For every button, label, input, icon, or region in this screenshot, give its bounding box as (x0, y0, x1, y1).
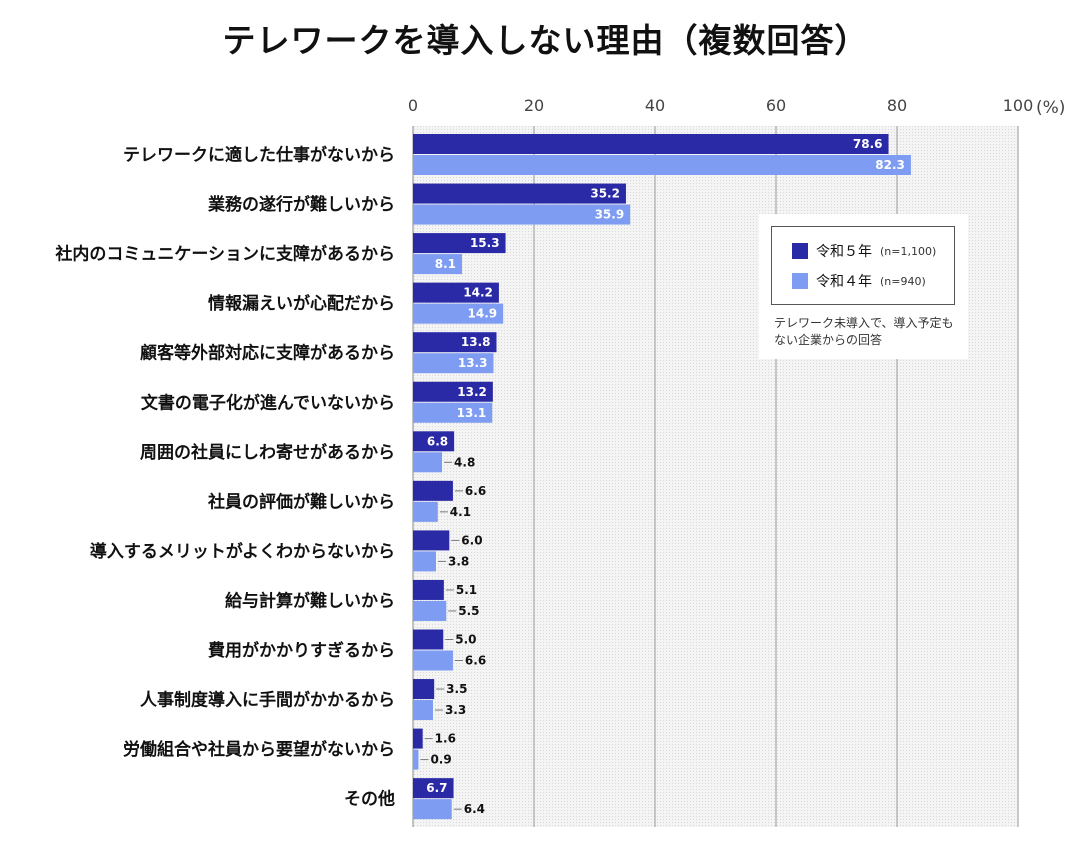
category-label: 情報漏えいが心配だから (208, 293, 395, 314)
x-tick-label: 80 (887, 96, 907, 115)
data-label: 35.9 (595, 208, 625, 222)
data-label: 6.4 (464, 802, 485, 816)
legend-note: テレワーク未導入で、導入予定もない企業からの回答 (774, 316, 954, 347)
chart-title: テレワークを導入しない理由（複数回答） (222, 21, 869, 60)
data-label: 3.5 (446, 682, 467, 696)
data-label: 13.3 (458, 356, 488, 370)
x-axis-unit: (%) (1036, 98, 1065, 118)
x-tick-label: 0 (408, 96, 418, 115)
x-tick-label: 40 (645, 96, 665, 115)
data-label: 3.8 (448, 554, 469, 568)
category-label: 給与計算が難しいから (225, 590, 395, 611)
legend-swatch-series-1 (792, 243, 808, 259)
bar-series-1 (413, 629, 444, 650)
bar-series-1 (413, 480, 453, 501)
data-label: 13.8 (461, 335, 491, 349)
category-label: 周囲の社員にしわ寄せがあるから (140, 442, 395, 463)
bars: 78.6 82.3 35.2 35.9 15.3 8.1 14.2 14.9 13.8 13.3 1… (413, 134, 911, 820)
data-label: 5.1 (456, 583, 477, 597)
x-tick-label: 60 (766, 96, 786, 115)
legend-label-series-2: 令和４年 (816, 274, 872, 290)
bar-series-2 (413, 303, 504, 324)
data-label: 13.2 (457, 385, 487, 399)
data-label: 13.1 (457, 406, 487, 420)
bar-series-1 (413, 134, 889, 154)
category-label: 社員の評価が難しいから (207, 491, 395, 512)
bar-series-2 (413, 799, 452, 820)
bar-series-1 (413, 332, 497, 353)
bar-series-2 (413, 749, 419, 770)
legend-box: 令和５年 (n=1,100) 令和４年 (n=940) (771, 226, 955, 305)
data-label: 4.8 (454, 455, 475, 469)
x-tick-label: 100 (1003, 96, 1034, 115)
bar-series-2 (413, 155, 911, 175)
data-label: 1.6 (435, 732, 456, 746)
data-label: 6.6 (465, 484, 486, 498)
bar-series-2 (413, 501, 438, 522)
data-label: 0.9 (430, 753, 451, 767)
category-label: 文書の電子化が進んでいないから (141, 392, 395, 413)
bar-series-1 (413, 728, 423, 749)
legend: 令和５年 (n=1,100) 令和４年 (n=940) テレワーク未導入で、導入… (759, 214, 968, 359)
category-labels: テレワークに適した仕事がないから業務の遂行が難しいから社内のコミュニケーションに… (54, 145, 395, 810)
bar-series-1 (413, 183, 626, 204)
data-label: 6.0 (461, 533, 482, 547)
legend-item-series-2: 令和４年 (n=940) (792, 271, 926, 291)
bar-series-1 (413, 679, 435, 700)
data-label: 14.2 (463, 286, 493, 300)
bar-series-2 (413, 650, 453, 671)
category-label: テレワークに適した仕事がないから (123, 145, 395, 166)
legend-n-series-1: (n=1,100) (880, 244, 937, 258)
bar-series-2 (413, 402, 493, 423)
data-label: 14.9 (468, 307, 498, 321)
data-label: 6.7 (426, 781, 447, 795)
bar-series-2 (413, 204, 631, 225)
category-label: 費用がかかりすぎるから (208, 640, 395, 661)
category-label: その他 (344, 789, 395, 810)
data-label: 3.3 (445, 703, 466, 717)
category-label: 顧客等外部対応に支障があるから (140, 343, 395, 364)
data-label: 6.6 (465, 654, 486, 668)
data-label: 8.1 (435, 257, 456, 271)
bar-series-1 (413, 579, 444, 600)
bar-series-1 (413, 381, 493, 402)
bar-series-1 (413, 233, 506, 254)
bar-series-2 (413, 600, 447, 621)
legend-label-series-1: 令和５年 (816, 244, 872, 260)
data-label: 5.5 (458, 604, 479, 618)
x-axis-ticks: 0 20 40 60 80 100 (%) (408, 96, 1066, 118)
bar-series-2 (413, 452, 443, 473)
x-tick-label: 20 (524, 96, 544, 115)
data-label: 35.2 (590, 187, 620, 201)
data-label: 4.1 (450, 505, 471, 519)
data-label: 78.6 (853, 137, 883, 151)
legend-n-series-2: (n=940) (880, 274, 926, 288)
bar-series-2 (413, 700, 433, 721)
data-label: 5.0 (455, 633, 476, 647)
legend-swatch-series-2 (792, 273, 808, 289)
category-label: 業務の遂行が難しいから (208, 194, 395, 215)
bar-series-1 (413, 282, 499, 303)
bar-series-1 (413, 778, 454, 799)
bar-series-1 (413, 431, 455, 452)
bar-series-2 (413, 551, 436, 572)
bar-series-1 (413, 530, 450, 551)
category-label: 導入するメリットがよくわからないから (90, 541, 395, 562)
data-label: 82.3 (875, 158, 905, 172)
bar-series-2 (413, 254, 463, 275)
data-label: 6.8 (427, 434, 448, 448)
data-label: 15.3 (470, 236, 500, 250)
category-label: 社内のコミュニケーションに支障があるから (54, 244, 395, 265)
legend-item-series-1: 令和５年 (n=1,100) (792, 241, 936, 261)
category-label: 人事制度導入に手間がかかるから (140, 690, 395, 711)
bar-series-2 (413, 353, 494, 374)
category-label: 労働組合や社員から要望がないから (123, 739, 395, 760)
